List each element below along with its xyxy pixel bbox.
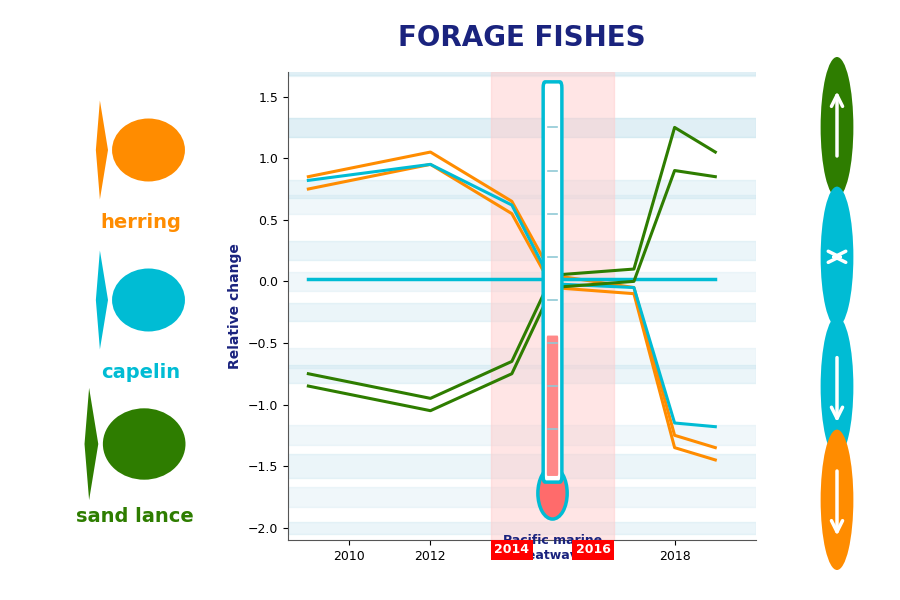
Ellipse shape <box>538 467 567 519</box>
Y-axis label: Relative change: Relative change <box>229 243 242 369</box>
Ellipse shape <box>103 408 185 480</box>
Bar <box>288 365 756 383</box>
Ellipse shape <box>112 118 185 181</box>
Text: capelin: capelin <box>101 362 180 382</box>
FancyBboxPatch shape <box>544 82 562 482</box>
FancyBboxPatch shape <box>547 335 558 476</box>
PathPatch shape <box>95 251 108 349</box>
Bar <box>288 194 756 214</box>
Bar <box>288 349 756 368</box>
Bar <box>491 72 614 540</box>
Bar <box>288 241 756 260</box>
Bar <box>288 454 756 478</box>
Bar <box>288 521 756 534</box>
Bar <box>288 303 756 322</box>
Text: 2016: 2016 <box>576 544 611 556</box>
PathPatch shape <box>173 127 181 173</box>
Text: FORAGE FISHES: FORAGE FISHES <box>398 24 646 52</box>
Circle shape <box>821 316 853 457</box>
Bar <box>288 425 756 445</box>
Circle shape <box>821 187 853 327</box>
Bar <box>288 56 756 76</box>
Circle shape <box>821 430 853 570</box>
Text: herring: herring <box>100 212 181 232</box>
Bar <box>288 118 756 137</box>
Text: sand lance: sand lance <box>76 506 194 526</box>
Bar <box>288 487 756 507</box>
Ellipse shape <box>112 269 185 331</box>
Bar <box>288 56 756 75</box>
PathPatch shape <box>173 277 181 323</box>
Text: 2014: 2014 <box>494 544 529 556</box>
Text: Pacific marine
heatwave: Pacific marine heatwave <box>503 534 602 562</box>
PathPatch shape <box>95 100 108 199</box>
Bar <box>288 118 756 137</box>
Bar <box>288 272 756 291</box>
PathPatch shape <box>85 388 98 500</box>
PathPatch shape <box>172 419 181 469</box>
Bar <box>288 180 756 198</box>
Circle shape <box>821 57 853 197</box>
